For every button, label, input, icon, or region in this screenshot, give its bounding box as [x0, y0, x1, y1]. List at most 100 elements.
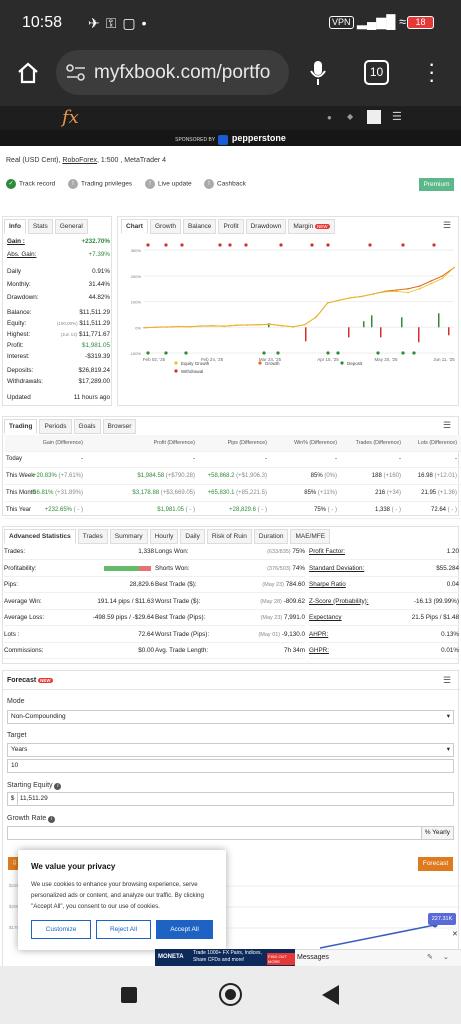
- tab-growth[interactable]: Growth: [149, 219, 181, 234]
- target-select[interactable]: Years ▾: [7, 743, 454, 757]
- x-tick-label: May 20, '25: [374, 357, 398, 362]
- tab-stats[interactable]: Stats: [27, 219, 53, 234]
- series-point: [384, 291, 386, 293]
- cell-value: +65,830.1: [207, 490, 235, 496]
- bell-icon[interactable]: ●: [327, 113, 332, 122]
- close-icon[interactable]: ✕: [452, 931, 458, 938]
- tab-advanced-statistics[interactable]: Advanced Statistics: [4, 529, 76, 544]
- account-type: Real (USD Cent),: [6, 157, 63, 164]
- info-row-number: 11 hours ago: [73, 394, 110, 401]
- cell-trades: 216 (+34): [375, 490, 401, 496]
- tab-risk-of-ruin[interactable]: Risk of Ruin: [206, 529, 252, 544]
- growth-rate-label: Growth Rate i: [7, 815, 56, 823]
- ad-cta[interactable]: FIND OUT MORE: [267, 953, 295, 965]
- cell-value: +58,868.2: [207, 473, 235, 479]
- series-point: [235, 324, 237, 326]
- chat-icon[interactable]: ◆: [347, 112, 354, 121]
- series-point: [338, 299, 340, 302]
- info-icon[interactable]: i: [48, 816, 56, 823]
- tab-duration[interactable]: Duration: [253, 529, 289, 544]
- home-button[interactable]: [219, 983, 242, 1006]
- microphone-icon[interactable]: [309, 60, 327, 86]
- cell-gain: -: [81, 456, 83, 462]
- sponsor-banner[interactable]: SPONSORED BY pepperstone: [0, 130, 461, 146]
- cell-value: -: [81, 456, 83, 462]
- legend-marker: [258, 361, 262, 365]
- settings-sliders-icon[interactable]: ☰: [443, 220, 452, 230]
- ad-brand: MONETA: [158, 954, 184, 960]
- growth-rate-suffix: % Yearly: [420, 827, 453, 839]
- tab-margin[interactable]: Margin NEW: [288, 219, 335, 234]
- back-button[interactable]: [322, 985, 340, 1005]
- tab-mae-mfe[interactable]: MAE/MFE: [290, 529, 331, 544]
- tab-goals[interactable]: Goals: [73, 419, 101, 434]
- column-header: Win% (Difference): [294, 440, 337, 446]
- cell-value: 75%: [313, 507, 326, 513]
- info-row-number: $11,511.29: [79, 320, 110, 327]
- customize-button[interactable]: Customize: [31, 920, 91, 939]
- home-icon[interactable]: [16, 61, 40, 85]
- tab-daily[interactable]: Daily: [180, 529, 205, 544]
- avatar[interactable]: [367, 110, 381, 124]
- premium-button[interactable]: Premium: [419, 178, 454, 191]
- tab-hourly[interactable]: Hourly: [149, 529, 179, 544]
- forecast-button[interactable]: Forecast: [418, 857, 453, 871]
- badge-track-record[interactable]: ✓ Track record: [6, 179, 55, 189]
- x-tick-label: Feb 24, '25: [201, 357, 224, 362]
- info-row-value: (100.00%) $11,511.29: [57, 320, 110, 327]
- overflow-menu-icon[interactable]: · · ·: [428, 51, 436, 92]
- cell-pips: +28,829.6 ( - ): [229, 507, 267, 513]
- settings-sliders-icon[interactable]: ☰: [443, 675, 452, 685]
- tab-info[interactable]: Info: [4, 219, 26, 234]
- withdrawal-marker: [244, 243, 248, 247]
- stat-number: 7,991.0: [283, 614, 305, 621]
- target-number-input[interactable]: 10: [7, 759, 454, 773]
- equity-growth-series-line: [143, 267, 455, 329]
- myfxbook-logo[interactable]: fx: [62, 107, 79, 128]
- tab-periods[interactable]: Periods: [39, 419, 72, 434]
- tab-switcher-button[interactable]: 10: [364, 60, 389, 85]
- recent-apps-button[interactable]: [121, 987, 137, 1003]
- stat-number: $0.00: [138, 647, 154, 654]
- tab-drawdown[interactable]: Drawdown: [245, 219, 287, 234]
- accept-all-button[interactable]: Accept All: [156, 920, 213, 939]
- chevron-down-icon[interactable]: ⌄: [443, 954, 449, 961]
- compose-icon[interactable]: ✎: [427, 954, 433, 961]
- info-row: Highest: (Jun 13) $11,771.67: [7, 331, 110, 338]
- forecast-title: Forecast NEW: [7, 677, 53, 684]
- starting-equity-input[interactable]: $ 11,511.29: [7, 792, 454, 806]
- tab-trades[interactable]: Trades: [77, 529, 108, 544]
- address-bar[interactable]: myfxbook.com/portfo: [56, 50, 289, 95]
- site-header: fx ● ◆ ☰: [0, 106, 461, 130]
- info-row-label: Deposits:: [7, 367, 34, 374]
- mode-select[interactable]: Non-Compounding ▾: [7, 710, 454, 724]
- settings-sliders-icon[interactable]: ☰: [443, 420, 452, 430]
- tab-chart[interactable]: Chart: [121, 219, 148, 234]
- tab-browser[interactable]: Browser: [102, 419, 137, 434]
- profit-bar: [418, 327, 420, 343]
- stat-label: Expectancy: [309, 614, 342, 621]
- badge-live-update[interactable]: ! Live update: [145, 179, 192, 189]
- reject-all-button[interactable]: Reject All: [96, 920, 151, 939]
- ad-banner[interactable]: MONETA Trade 1000+ FX Pairs, Indices, Sh…: [155, 949, 295, 966]
- growth-rate-input[interactable]: % Yearly: [7, 826, 454, 840]
- url-text: myfxbook.com/portfo: [94, 62, 271, 83]
- table-header: Gain (Difference) Profit (Difference) Pips…: [5, 435, 461, 452]
- messages-bar[interactable]: Messages ✎ ⌄: [295, 949, 461, 966]
- stat-value: 28,829.6: [129, 577, 154, 593]
- stat-number: 0.04: [446, 581, 459, 588]
- tab-summary[interactable]: Summary: [109, 529, 148, 544]
- tab-trading[interactable]: Trading: [4, 419, 38, 434]
- broker-link[interactable]: RoboForex: [62, 157, 98, 164]
- stat-number: 1,338: [138, 548, 154, 555]
- tab-balance[interactable]: Balance: [182, 219, 217, 234]
- vpn-icon: VPN: [329, 16, 354, 29]
- hamburger-menu-icon[interactable]: ☰: [392, 111, 402, 123]
- download-icon[interactable]: ⇩: [8, 857, 21, 870]
- badge-trading-privileges[interactable]: ! Trading privileges: [68, 179, 132, 189]
- info-icon[interactable]: i: [54, 783, 62, 790]
- tab-general[interactable]: General: [54, 219, 88, 234]
- tab-profit[interactable]: Profit: [218, 219, 244, 234]
- badge-cashback[interactable]: ! Cashback: [204, 179, 246, 189]
- site-settings-icon[interactable]: [66, 64, 86, 82]
